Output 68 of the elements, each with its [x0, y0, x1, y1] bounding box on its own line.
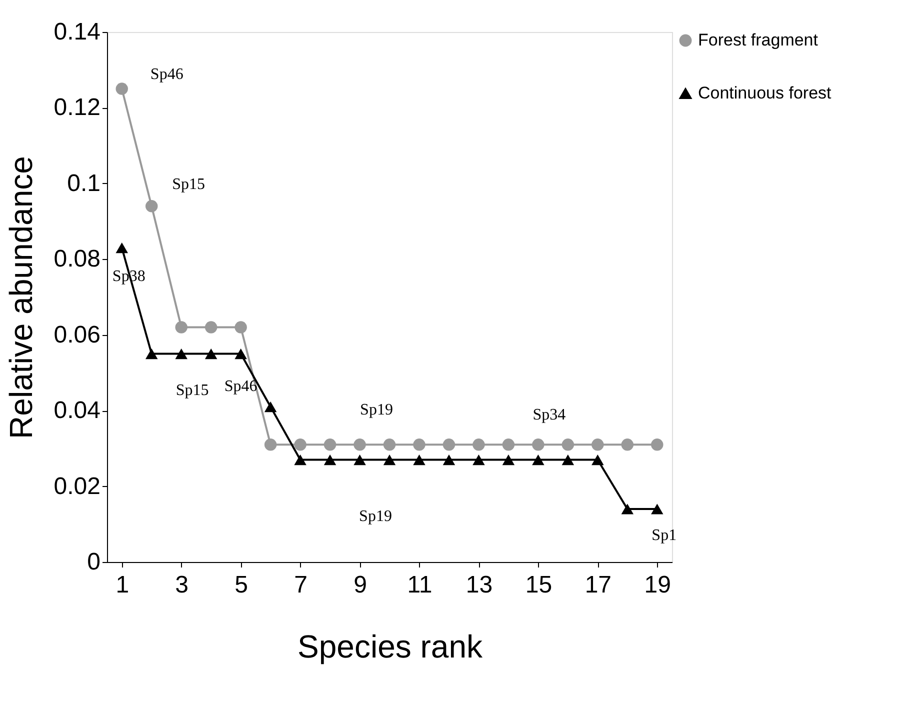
point — [324, 438, 336, 451]
legend-label: Forest fragment — [698, 30, 818, 50]
x-tick-label: 15 — [525, 572, 552, 598]
y-tick-label: 0.12 — [54, 94, 100, 122]
point — [354, 438, 366, 451]
annotation: Sp46 — [150, 66, 184, 83]
x-tick-label: 17 — [584, 572, 612, 598]
annotation: Sp19 — [360, 402, 393, 419]
point — [234, 348, 247, 360]
point — [175, 348, 188, 360]
y-tick-label: 0.14 — [54, 18, 100, 46]
point — [116, 242, 128, 254]
point — [442, 438, 456, 451]
point — [413, 454, 426, 466]
y-tick-label: 0.1 — [67, 170, 100, 197]
point — [621, 504, 634, 514]
x-tick-label: 3 — [175, 572, 189, 598]
x-tick-label: 11 — [407, 572, 432, 598]
point — [204, 348, 218, 360]
point — [264, 401, 277, 412]
point — [472, 438, 485, 451]
y-axis-title: Relative abundance — [2, 156, 39, 439]
x-tick-label: 1 — [116, 572, 130, 598]
point — [264, 438, 277, 451]
annotation: Sp15 — [176, 382, 209, 399]
y-tick-label: 0.08 — [54, 246, 100, 273]
x-tick-label: 7 — [294, 572, 308, 598]
point — [145, 200, 158, 212]
point — [354, 454, 366, 466]
point — [294, 438, 306, 451]
point — [116, 82, 128, 95]
point — [502, 454, 515, 466]
annotation: Sp19 — [359, 508, 392, 525]
annotation: Sp1 — [652, 527, 677, 544]
point — [324, 454, 336, 466]
point — [383, 454, 396, 466]
point — [175, 321, 188, 334]
x-tick-label: 9 — [354, 572, 367, 598]
y-tick-label: 0.02 — [54, 472, 100, 500]
y-tick-label: 0.06 — [54, 321, 100, 348]
point — [621, 438, 634, 451]
point — [442, 454, 456, 466]
point — [562, 438, 574, 451]
point — [592, 438, 604, 451]
point — [383, 438, 396, 451]
point — [204, 321, 218, 334]
point — [234, 321, 247, 334]
point — [472, 454, 485, 466]
annotation: Sp15 — [172, 176, 206, 194]
point — [532, 438, 544, 451]
annotation: Sp34 — [532, 406, 566, 424]
x-tick-label: 5 — [234, 572, 248, 598]
point — [502, 438, 515, 451]
point — [651, 438, 664, 451]
point — [651, 504, 664, 514]
point — [562, 454, 574, 466]
x-tick-label: 19 — [644, 572, 671, 598]
point — [413, 438, 426, 451]
y-tick-label: 0 — [87, 548, 100, 576]
x-tick-label: 13 — [466, 572, 493, 598]
annotation: Sp46 — [224, 378, 258, 395]
point — [294, 454, 306, 466]
point — [592, 454, 604, 466]
point — [532, 454, 544, 466]
point — [145, 348, 158, 360]
x-axis-title: Species rank — [298, 628, 484, 664]
legend-label: Continuous forest — [698, 84, 832, 102]
y-tick-label: 0.04 — [54, 397, 100, 424]
